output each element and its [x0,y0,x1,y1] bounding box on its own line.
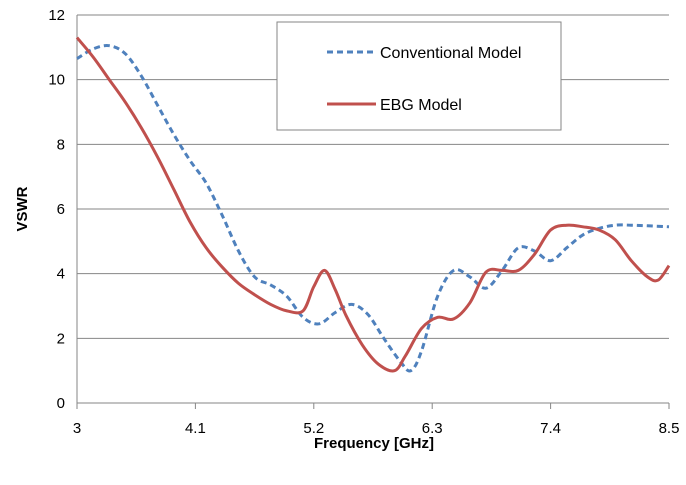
y-tick-label: 4 [57,266,65,283]
series-line-conventional-model [76,44,670,373]
y-tick-label: 8 [57,136,65,153]
y-tick-label: 6 [57,201,65,218]
x-axis-title: Frequency [GHz] [314,435,434,452]
series-line-ebg-model [75,36,671,373]
series-lines [75,36,671,373]
x-tick-labels: 3 4.1 5.2 6.3 7.4 8.5 [73,420,680,437]
y-axis-title: VSWR [14,186,31,231]
y-tick-labels: 0 2 4 6 8 10 12 [48,7,65,412]
y-tick-label: 0 [57,395,65,412]
x-tick-label: 8.5 [659,420,680,437]
y-tick-label: 12 [48,7,65,24]
legend-label-conventional-model: Conventional Model [380,45,521,62]
legend: Conventional Model EBG Model [276,21,562,131]
x-tick-label: 5.2 [303,420,324,437]
legend-label-ebg-model: EBG Model [380,97,462,114]
x-tick-label: 4.1 [185,420,206,437]
y-tick-label: 2 [57,330,65,347]
legend-box [276,21,562,131]
y-tick-label: 10 [48,72,65,89]
x-tick-label: 3 [73,420,81,437]
axes [76,15,669,404]
x-tick-label: 7.4 [540,420,561,437]
x-tick-label: 6.3 [422,420,443,437]
